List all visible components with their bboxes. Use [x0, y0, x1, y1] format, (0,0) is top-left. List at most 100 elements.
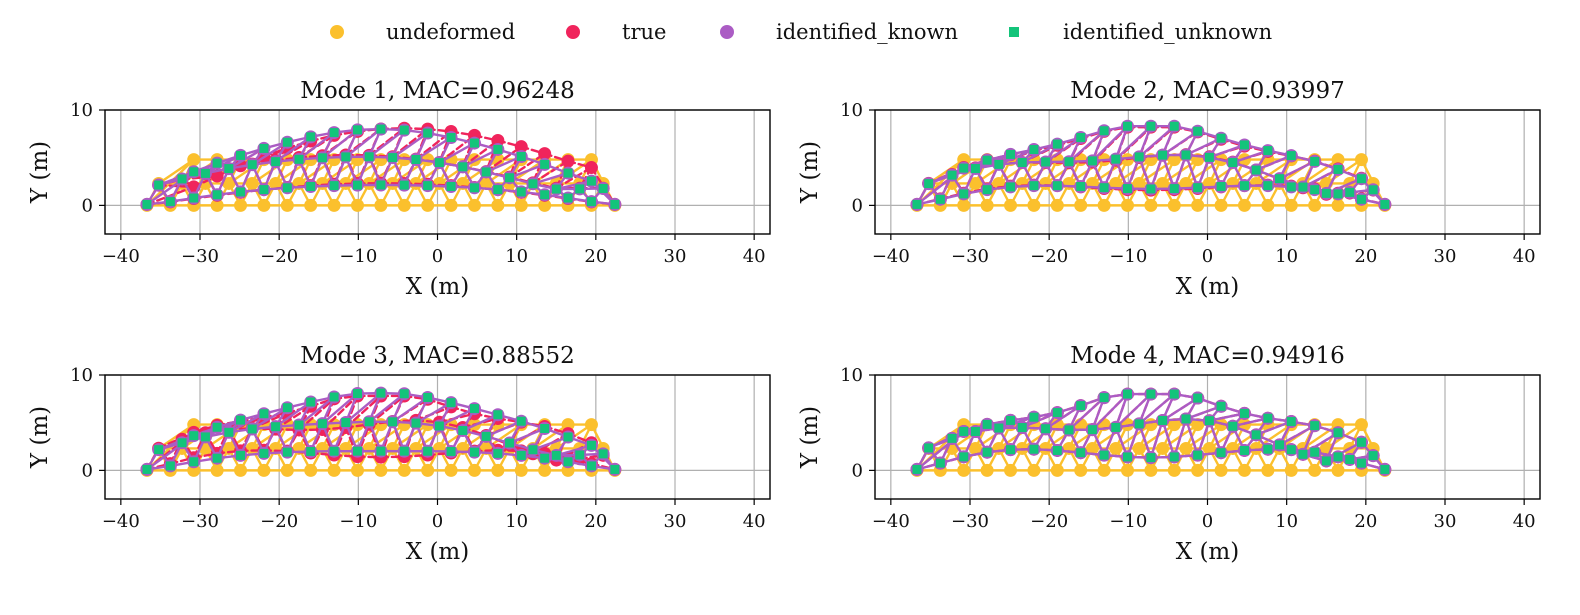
subplot-mode-4: −40 −30 −20 −10 0 10 20 30 40 0 10 Mode 4, MAC=0.94…	[797, 343, 1541, 565]
identified-unknown-point	[586, 440, 596, 450]
undeformed-point	[245, 441, 259, 455]
y-tick-label: 0	[82, 195, 93, 216]
identified-unknown-point	[411, 154, 421, 164]
undeformed-point	[1132, 176, 1146, 190]
true-member	[531, 159, 570, 185]
undeformed-point	[1179, 441, 1193, 455]
identified-known-member	[391, 131, 429, 159]
identified-unknown-point	[329, 446, 339, 456]
identified-unknown-point	[1076, 182, 1086, 192]
identified-unknown-point	[1216, 182, 1226, 192]
identified-unknown-point	[935, 194, 945, 204]
identified-unknown-point	[329, 181, 339, 191]
undeformed-point	[1027, 463, 1041, 477]
undeformed-point	[1085, 441, 1099, 455]
undeformed-point	[1062, 176, 1076, 190]
undeformed-point	[514, 198, 528, 212]
identified-known-member	[1137, 125, 1176, 159]
y-tick-label: 0	[852, 195, 863, 216]
undeformed-point	[1074, 463, 1088, 477]
undeformed-member	[157, 158, 195, 185]
identified-unknown-point	[1064, 425, 1074, 435]
identified-unknown-point	[329, 128, 339, 138]
identified-unknown-point	[1239, 181, 1249, 191]
x-tick-label: −10	[339, 246, 377, 267]
identified-unknown-point	[1310, 185, 1320, 195]
identified-unknown-point	[212, 190, 222, 200]
x-tick-label: −20	[1030, 511, 1068, 532]
identified-unknown-point	[1099, 450, 1109, 460]
identified-unknown-point	[200, 432, 210, 442]
undeformed-point	[1097, 198, 1111, 212]
undeformed-point	[1004, 463, 1018, 477]
identified-unknown-point	[189, 167, 199, 177]
true-member	[484, 145, 523, 173]
legend-item-true: true	[566, 12, 666, 52]
identified-unknown-point	[516, 187, 526, 197]
identified-known-member	[344, 391, 383, 424]
identified-unknown-point	[563, 457, 573, 467]
x-tick-label: 30	[1434, 511, 1457, 532]
identified-unknown-point	[1239, 445, 1249, 455]
identified-known-member	[1301, 168, 1340, 189]
undeformed-point	[1050, 463, 1064, 477]
identified-unknown-point	[1099, 126, 1109, 136]
undeformed-point	[1308, 198, 1322, 212]
identified-unknown-point	[1146, 121, 1156, 131]
identified-known-member	[1173, 417, 1188, 459]
undeformed-point	[538, 463, 552, 477]
identified-unknown-point	[970, 164, 980, 174]
identified-unknown-point	[271, 157, 281, 167]
undeformed-point	[968, 441, 982, 455]
identified-unknown-point	[1052, 181, 1062, 191]
x-axis-label: X (m)	[406, 274, 469, 300]
identified-unknown-point	[1333, 189, 1343, 199]
undeformed-point	[1121, 198, 1135, 212]
x-tick-label: −10	[1109, 511, 1147, 532]
undeformed-member	[1301, 158, 1340, 185]
x-tick-label: −40	[872, 511, 910, 532]
undeformed-point	[409, 441, 423, 455]
identified-known-member	[1044, 136, 1082, 164]
x-tick-label: 30	[1434, 246, 1457, 267]
identified-unknown-point	[1017, 157, 1027, 167]
identified-unknown-point	[154, 180, 164, 190]
identified-unknown-point	[586, 176, 596, 186]
subplot-title: Mode 1, MAC=0.96248	[300, 78, 574, 104]
x-tick-label: −10	[1109, 246, 1147, 267]
identified-unknown-point	[376, 124, 386, 134]
legend-marker	[330, 25, 344, 39]
identified-unknown-point	[434, 158, 444, 168]
identified-unknown-point	[1041, 424, 1051, 434]
identified-unknown-point	[959, 163, 969, 173]
identified-known-member	[227, 147, 266, 170]
identified-unknown-point	[540, 190, 550, 200]
identified-unknown-point	[1251, 430, 1261, 440]
x-tick-label: 10	[1275, 246, 1298, 267]
identified-unknown-point	[388, 417, 398, 427]
identified-unknown-point	[1064, 157, 1074, 167]
identified-unknown-point	[469, 404, 479, 414]
identified-unknown-point	[282, 137, 292, 147]
undeformed-point	[374, 463, 388, 477]
identified-unknown-point	[1193, 126, 1203, 136]
undeformed-point	[269, 176, 283, 190]
undeformed-point	[1015, 176, 1029, 190]
identified-unknown-point	[1251, 165, 1261, 175]
identified-known-member	[321, 128, 359, 159]
identified-known-member	[344, 127, 383, 159]
undeformed-point	[362, 441, 376, 455]
identified-unknown-point	[236, 187, 246, 197]
x-tick-label: −40	[102, 246, 140, 267]
identified-unknown-point	[1310, 447, 1320, 457]
identified-unknown-point	[493, 185, 503, 195]
undeformed-point	[444, 463, 458, 477]
legend-marker	[566, 25, 580, 39]
identified-known-member	[1044, 404, 1082, 430]
true-point	[584, 161, 598, 175]
true-point	[491, 134, 505, 148]
legend-label: undeformed	[386, 20, 516, 44]
x-tick-label: 10	[505, 246, 528, 267]
undeformed-point	[351, 198, 365, 212]
